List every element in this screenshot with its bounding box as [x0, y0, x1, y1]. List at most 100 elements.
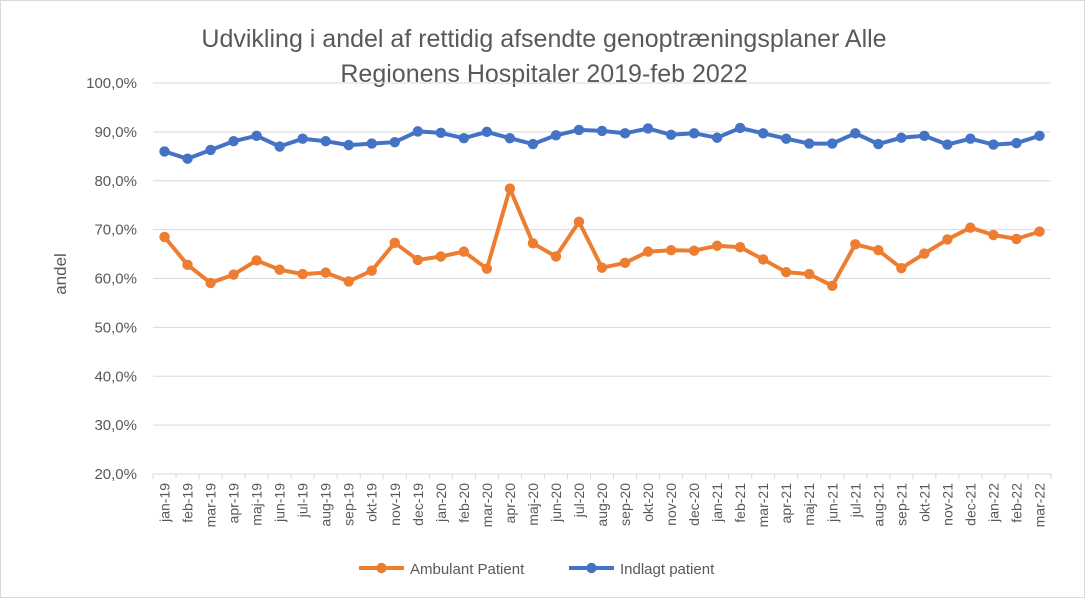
x-tick-label: maj-19: [249, 483, 265, 526]
x-tick-label: feb-22: [1008, 483, 1024, 523]
y-axis-label: andel: [51, 253, 70, 295]
y-tick-label: 60,0%: [94, 271, 137, 288]
data-point: [965, 133, 976, 144]
data-point: [804, 138, 815, 149]
legend-swatch-marker: [376, 562, 387, 574]
data-point: [896, 263, 907, 274]
data-point: [642, 123, 654, 134]
data-point: [159, 231, 170, 243]
x-tick-label: apr-21: [778, 483, 794, 524]
data-point: [988, 229, 999, 241]
x-tick-label: jan-20: [433, 483, 449, 523]
x-tick-label: jun-19: [272, 483, 288, 523]
data-point: [757, 128, 769, 139]
legend-swatch-marker: [586, 562, 597, 574]
data-point: [688, 245, 700, 256]
data-point: [757, 254, 769, 265]
x-tick-label: jun-21: [824, 483, 840, 523]
y-tick-label: 100,0%: [86, 75, 137, 92]
data-point: [366, 265, 377, 276]
data-point: [781, 266, 792, 278]
data-point: [942, 234, 953, 245]
x-tick-label: dec-21: [962, 483, 978, 526]
data-point: [343, 276, 354, 287]
legend-label: Ambulant Patient: [410, 561, 525, 578]
legend-item-ambulant-patient: Ambulant Patient: [359, 561, 525, 578]
data-point: [320, 267, 331, 278]
data-point: [389, 237, 400, 249]
y-tick-label: 70,0%: [94, 222, 137, 239]
data-point: [205, 144, 216, 156]
x-tick-label: apr-19: [226, 483, 242, 524]
data-point: [251, 130, 262, 141]
x-tick-label: jan-21: [709, 483, 725, 523]
chart-title-line-2: Regionens Hospitaler 2019-feb 2022: [340, 60, 747, 88]
data-point: [619, 257, 631, 269]
data-point: [228, 135, 239, 147]
data-point: [435, 127, 447, 139]
x-tick-label: sep-19: [341, 483, 357, 526]
y-axis-tick-labels: 20,0% 30,0% 40,0% 50,0% 60,0% 70,0% 80,0% 90,0%…: [86, 75, 137, 483]
data-point: [297, 133, 308, 144]
data-point: [435, 251, 447, 262]
x-tick-label: jan-22: [985, 483, 1001, 523]
x-tick-label: mar-22: [1031, 483, 1047, 528]
data-point: [965, 222, 976, 233]
data-point: [504, 133, 516, 144]
data-point: [205, 277, 216, 289]
legend: Ambulant Patient Indlagt patient: [359, 561, 715, 578]
data-point: [527, 138, 539, 150]
data-point: [1034, 130, 1045, 141]
data-point: [688, 128, 700, 139]
chart-title: Udvikling i andel af rettidig afsendte g…: [201, 25, 886, 88]
x-tick-label: okt-19: [364, 483, 380, 522]
x-tick-label: apr-20: [502, 483, 518, 524]
data-point: [919, 248, 930, 259]
x-axis-tick-labels: jan-19 feb-19 mar-19 apr-19 maj-19 jun-19 jul-…: [157, 483, 1048, 528]
x-tick-label: nov-21: [939, 483, 955, 526]
data-point: [988, 139, 999, 150]
data-point: [596, 262, 608, 273]
data-point: [550, 130, 562, 141]
data-point: [873, 138, 884, 150]
x-tick-label: jan-19: [157, 483, 173, 523]
x-tick-label: jul-20: [571, 483, 587, 518]
data-point: [781, 133, 792, 144]
data-point: [1034, 226, 1045, 237]
data-point: [942, 139, 953, 150]
data-point: [458, 133, 470, 144]
data-point: [573, 124, 585, 136]
data-point: [804, 268, 815, 280]
x-tick-label: feb-21: [732, 483, 748, 523]
data-point: [711, 132, 723, 143]
data-point: [251, 255, 262, 266]
x-tick-label: nov-20: [663, 483, 679, 526]
series-ambulant-patient: [159, 183, 1045, 292]
x-tick-label: jul-21: [847, 483, 863, 518]
x-tick-label: aug-19: [318, 483, 334, 527]
data-point: [827, 138, 838, 149]
data-point: [412, 126, 423, 137]
data-point: [389, 136, 400, 148]
x-tick-label: maj-20: [525, 483, 541, 526]
x-tick-label: okt-20: [640, 483, 656, 522]
x-tick-label: aug-20: [594, 483, 610, 527]
x-tick-label: sep-20: [617, 483, 633, 526]
data-point: [827, 280, 838, 292]
y-tick-label: 40,0%: [94, 368, 137, 385]
x-tick-label: jun-20: [548, 483, 564, 523]
data-point: [320, 135, 331, 147]
data-point: [896, 132, 907, 143]
data-point: [297, 268, 308, 280]
data-point: [642, 246, 654, 257]
x-tick-label: okt-21: [916, 483, 932, 522]
data-point: [850, 239, 861, 250]
data-point: [228, 269, 239, 280]
data-point: [734, 122, 746, 134]
data-point: [873, 244, 884, 256]
data-point: [274, 141, 285, 152]
x-tick-label: dec-19: [410, 483, 426, 526]
x-axis: [152, 473, 1052, 479]
